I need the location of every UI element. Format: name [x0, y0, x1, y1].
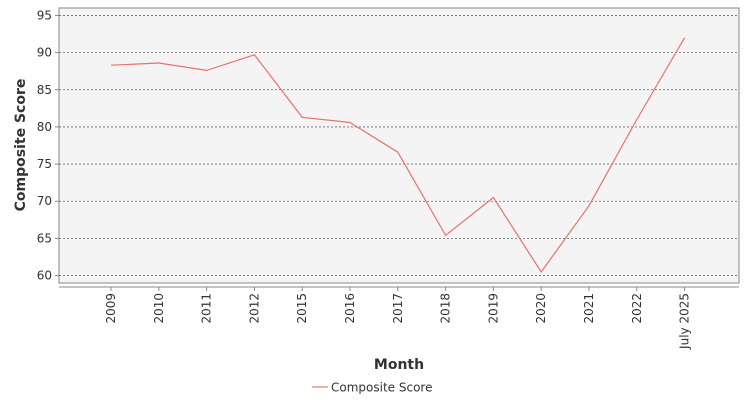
- y-axis-title: Composite Score: [13, 79, 29, 212]
- x-tick-label: 2015: [295, 293, 309, 324]
- data-point: [253, 53, 256, 56]
- data-point: [110, 64, 113, 67]
- y-tick-label: 75: [37, 157, 52, 171]
- series-layer: [110, 36, 686, 273]
- y-tick-label: 60: [37, 269, 52, 283]
- data-point: [683, 36, 686, 39]
- y-tick-label: 80: [37, 120, 52, 134]
- y-tick-label: 65: [37, 231, 52, 245]
- data-point: [349, 121, 352, 124]
- data-point: [444, 234, 447, 237]
- x-tick-label: 2020: [534, 293, 548, 324]
- series-line-composite-score: [110, 37, 686, 273]
- x-tick-label: 2016: [343, 293, 357, 324]
- y-tick-label: 85: [37, 83, 52, 97]
- x-tick-label: 2009: [104, 293, 118, 324]
- y-tick-label: 70: [37, 194, 52, 208]
- x-tick-label: 2022: [630, 293, 644, 324]
- data-point: [205, 69, 208, 72]
- grid-lines: [59, 15, 739, 276]
- y-tick-label: 95: [37, 8, 52, 22]
- x-tick-label: July 2025: [678, 293, 692, 350]
- data-point: [540, 270, 543, 273]
- data-point: [301, 116, 304, 119]
- x-tick-label: 2017: [391, 293, 405, 324]
- x-tick-label: 2010: [152, 293, 166, 324]
- x-tick-label: 2012: [247, 293, 261, 324]
- x-tick-label: 2019: [486, 293, 500, 324]
- y-axis-ticks: 60 65 70 75 80 85 90 95: [37, 8, 59, 283]
- x-axis-title: Month: [374, 357, 424, 373]
- legend-label: Composite Score: [331, 381, 432, 395]
- data-point: [635, 118, 638, 121]
- x-tick-label: 2018: [439, 293, 453, 324]
- y-tick-label: 90: [37, 46, 52, 60]
- x-axis-ticks: 2009 2010 2011 2012 2015 2016 2017 2018 2019 2020…: [59, 286, 739, 350]
- data-point: [492, 196, 495, 199]
- data-point: [588, 204, 591, 207]
- data-point: [396, 151, 399, 154]
- plot-area: [58, 7, 740, 284]
- x-tick-label: 2021: [582, 293, 596, 324]
- x-tick-label: 2011: [200, 293, 214, 324]
- legend: Composite Score: [312, 381, 432, 395]
- data-point: [157, 62, 160, 65]
